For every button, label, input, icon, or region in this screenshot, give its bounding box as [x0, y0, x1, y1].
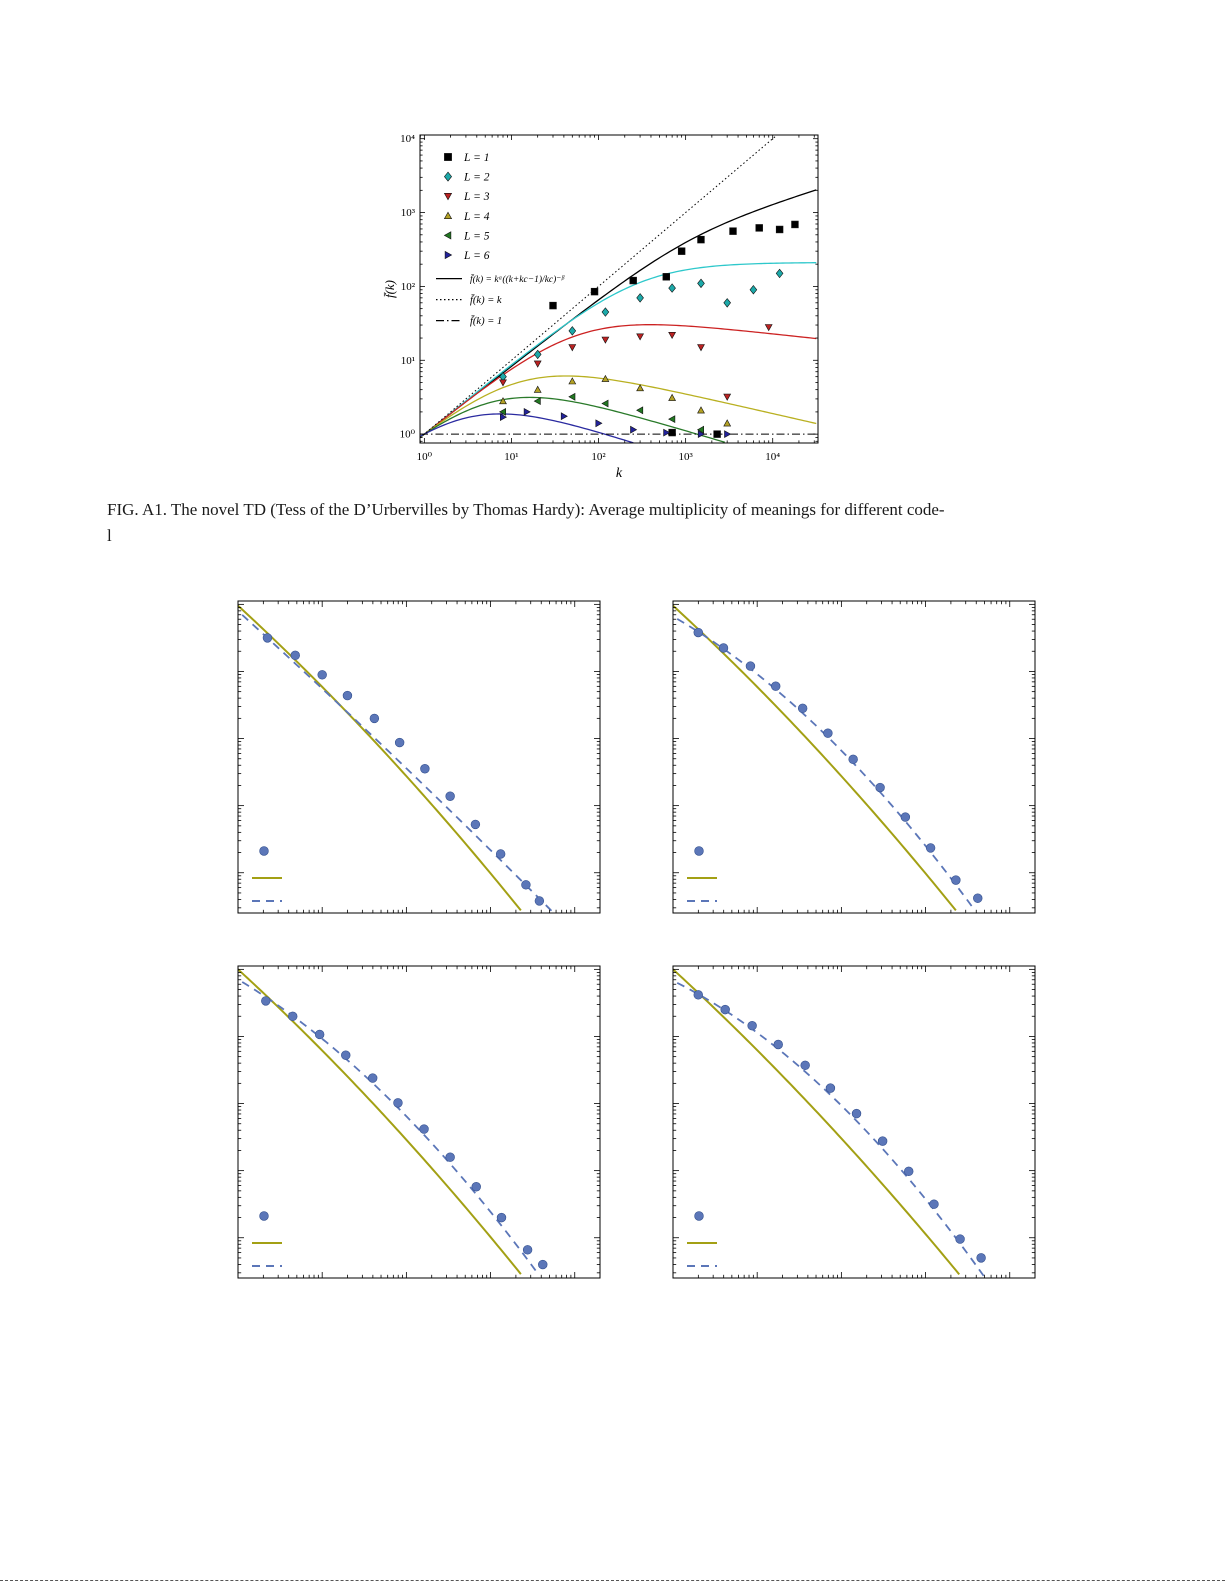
svg-text:L = 1: L = 1 — [463, 152, 489, 164]
panel-bottom-right — [668, 961, 1040, 1283]
svg-text:10¹: 10¹ — [401, 355, 415, 367]
svg-text:L = 6: L = 6 — [463, 250, 490, 262]
svg-text:10⁰: 10⁰ — [400, 429, 416, 441]
panel-bottom-left — [233, 961, 605, 1283]
page-bottom-rule — [0, 1580, 1225, 1581]
panel-top-right — [668, 596, 1040, 918]
svg-text:10²: 10² — [591, 451, 606, 463]
svg-text:k: k — [616, 466, 623, 481]
svg-text:f̄(k): f̄(k) — [382, 280, 397, 298]
figure-caption: FIG. A1. The novel TD (Tess of the D’Urb… — [107, 497, 1177, 549]
svg-text:10³: 10³ — [401, 207, 416, 219]
svg-text:f̄(k) = kᵅ((k+kc−1)/kc)⁻ᵝ: f̄(k) = kᵅ((k+kc−1)/kc)⁻ᵝ — [470, 273, 565, 285]
svg-text:L = 3: L = 3 — [463, 191, 490, 203]
svg-text:10⁰: 10⁰ — [417, 451, 433, 463]
svg-text:10¹: 10¹ — [504, 451, 518, 463]
svg-text:10⁴: 10⁴ — [765, 451, 780, 463]
svg-text:10²: 10² — [401, 281, 416, 293]
svg-text:L = 5: L = 5 — [463, 230, 490, 242]
svg-text:L = 2: L = 2 — [463, 172, 490, 184]
multiplicity-chart: 10⁰ 10¹ 10² 10³ 10⁴ 10⁰ 10¹ 10² 10³ 10⁴ k f̄(k) L = … — [382, 121, 832, 486]
caption-line-2: l — [107, 526, 112, 545]
svg-text:L = 4: L = 4 — [463, 211, 490, 223]
svg-text:10³: 10³ — [678, 451, 693, 463]
panel-top-left — [233, 596, 605, 918]
caption-line-1: FIG. A1. The novel TD (Tess of the D’Urb… — [107, 500, 945, 519]
svg-text:f̄(k) = 1: f̄(k) = 1 — [470, 315, 502, 327]
svg-text:10⁴: 10⁴ — [400, 133, 415, 145]
svg-text:f̄(k) = k: f̄(k) = k — [470, 294, 502, 306]
